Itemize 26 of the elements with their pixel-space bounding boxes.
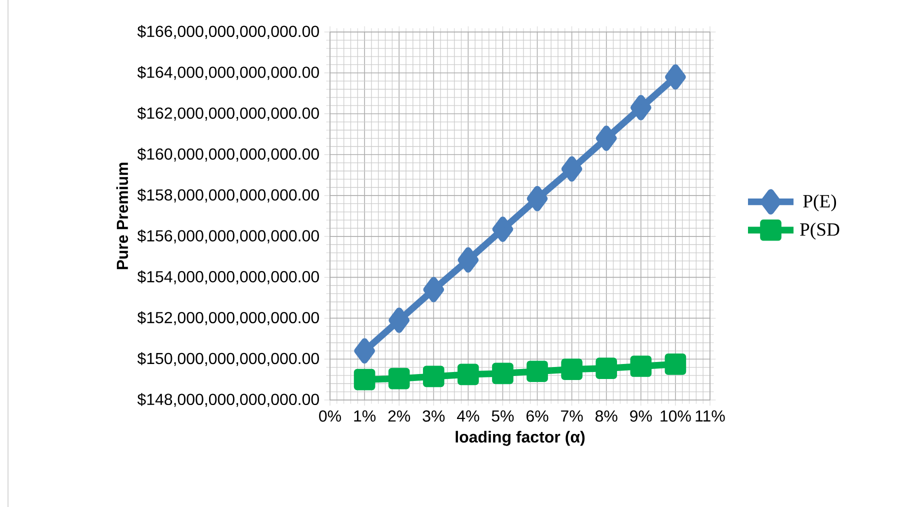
y-tick-label: $150,000,000,000,000.00 xyxy=(137,352,319,366)
x-tick-label: 1% xyxy=(354,410,376,422)
x-tick-label: 10% xyxy=(660,410,691,422)
y-tick-label: $154,000,000,000,000.00 xyxy=(137,270,319,284)
x-tick-label: 9% xyxy=(630,410,652,422)
x-tick-label: 6% xyxy=(526,410,548,422)
y-tick-label: $152,000,000,000,000.00 xyxy=(137,311,319,326)
x-tick-label: 11% xyxy=(696,410,725,422)
y-tick-label: $156,000,000,000,000.00 xyxy=(137,230,319,244)
x-tick-label: 2% xyxy=(388,410,410,422)
x-tick-label: 0% xyxy=(319,410,341,422)
x-tick-label: 4% xyxy=(456,410,480,422)
y-tick-label: $164,000,000,000,000.00 xyxy=(137,66,319,80)
x-tick-label: 5% xyxy=(492,410,514,422)
x-tick-label: 3% xyxy=(422,410,445,422)
legend-label: P(E) xyxy=(803,194,836,212)
x-tick-label: 7% xyxy=(561,410,583,422)
x-tick-label: 8% xyxy=(595,410,618,422)
y-tick-label: $148,000,000,000,000.00 xyxy=(137,393,319,407)
y-tick-label: $160,000,000,000,000.00 xyxy=(137,148,319,162)
y-tick-label: $162,000,000,000,000.00 xyxy=(137,106,319,121)
y-tick-label: $166,000,000,000,000.00 xyxy=(137,25,319,39)
legend-label: P(SD xyxy=(800,222,840,240)
x-axis-title: loading factor (α) xyxy=(456,430,585,446)
y-tick-label: $158,000,000,000,000.00 xyxy=(137,188,319,202)
y-axis-title: Pure Premium xyxy=(116,162,128,270)
